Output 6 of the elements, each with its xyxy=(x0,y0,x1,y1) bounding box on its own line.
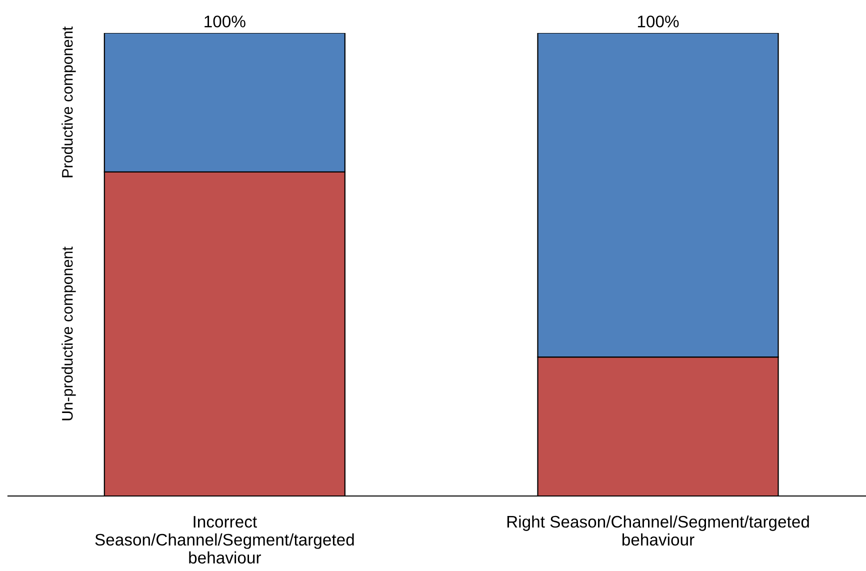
text: Un-productive component xyxy=(62,246,76,420)
total-label: 100% xyxy=(638,16,679,28)
total-label: 100% xyxy=(204,16,246,28)
x-tick-label: Incorrect Season/Channel/Segment/targeted behaviour xyxy=(95,516,354,564)
x-tick-label: Right Season/Channel/Segment/targeted behaviour xyxy=(507,515,809,546)
text: Productive component xyxy=(62,26,76,178)
